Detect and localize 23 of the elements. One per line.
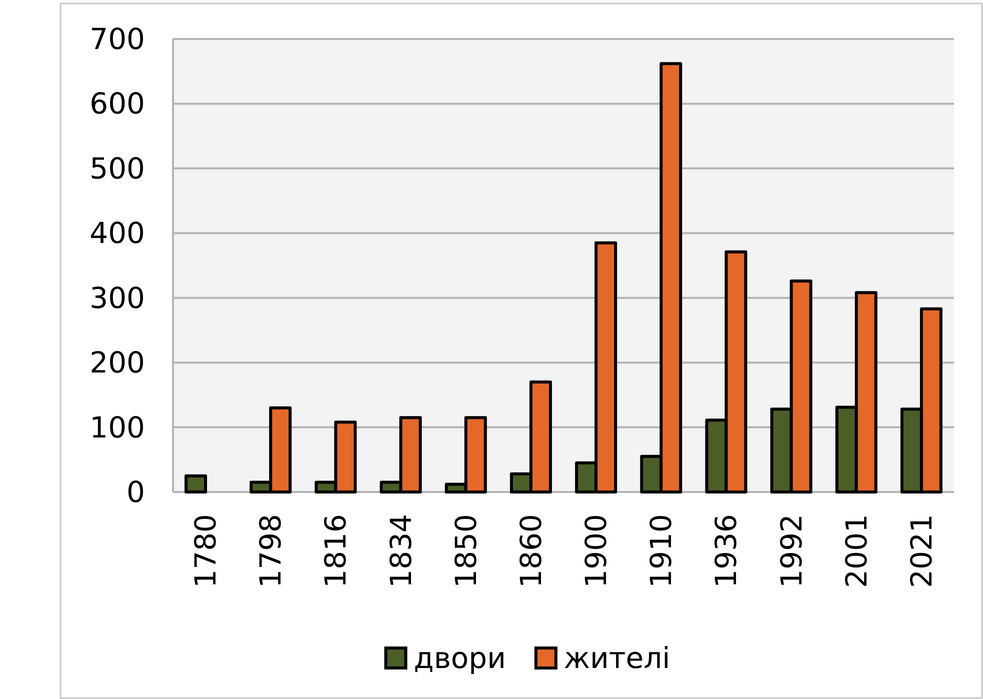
y-tick-label: 400 (90, 216, 145, 250)
x-tick-label: 1936 (709, 514, 744, 588)
x-tick-label: 1992 (774, 514, 808, 588)
x-tick-label: 1780 (188, 514, 223, 588)
x-tick-label: 1910 (644, 514, 678, 588)
x-tick-label: 2001 (839, 514, 874, 588)
y-tick-label: 0 (126, 475, 145, 509)
x-tick-label: 1798 (254, 514, 288, 588)
y-tick-label: 200 (90, 346, 145, 380)
legend-label: двори (414, 641, 506, 675)
x-tick-label: 1860 (514, 514, 548, 588)
legend-label: жителі (564, 641, 670, 675)
y-tick-label: 700 (90, 22, 145, 56)
y-tick-label: 300 (90, 280, 145, 315)
y-tick-label: 600 (90, 86, 145, 121)
x-tick-label: 2021 (904, 514, 938, 588)
x-tick-label: 1900 (579, 514, 614, 588)
x-tick-label: 1850 (448, 514, 483, 588)
x-tick-label: 1816 (318, 514, 353, 588)
x-tick-label: 1834 (384, 514, 418, 588)
bar (184, 474, 208, 494)
y-tick-label: 100 (90, 410, 145, 444)
y-tick-label: 500 (90, 151, 145, 186)
